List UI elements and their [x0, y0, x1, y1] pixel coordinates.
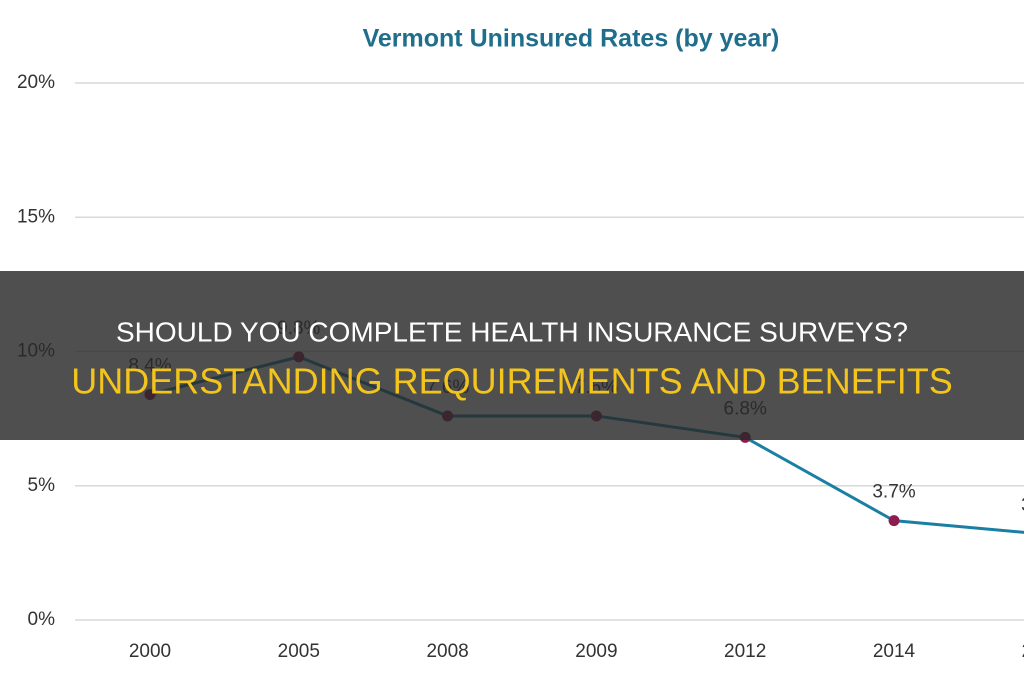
x-tick-label: 2009: [575, 641, 617, 662]
y-tick-label: 20%: [17, 72, 55, 93]
data-point: [888, 515, 900, 527]
banner-title: SHOULD YOU COMPLETE HEALTH INSURANCE SUR…: [116, 316, 908, 347]
banner: [0, 271, 1024, 440]
x-tick-label: 2015: [1022, 641, 1024, 662]
y-tick-label: 5%: [28, 475, 56, 496]
plot-area: 0%5%10%15%20%200020052008200920122014201…: [17, 72, 1024, 662]
data-label: 3.7%: [872, 482, 915, 503]
y-tick-label: 15%: [17, 206, 55, 227]
x-tick-label: 2012: [724, 641, 766, 662]
x-tick-label: 2000: [129, 641, 171, 662]
x-tick-label: 2008: [426, 641, 468, 662]
y-tick-label: 0%: [28, 609, 56, 630]
banner-subtitle: UNDERSTANDING REQUIREMENTS AND BENEFITS: [71, 361, 952, 402]
x-tick-label: 2014: [873, 641, 916, 662]
x-tick-label: 2005: [278, 641, 320, 662]
data-label: 3.2%: [1021, 495, 1024, 516]
chart-title: Vermont Uninsured Rates (by year): [363, 25, 780, 53]
